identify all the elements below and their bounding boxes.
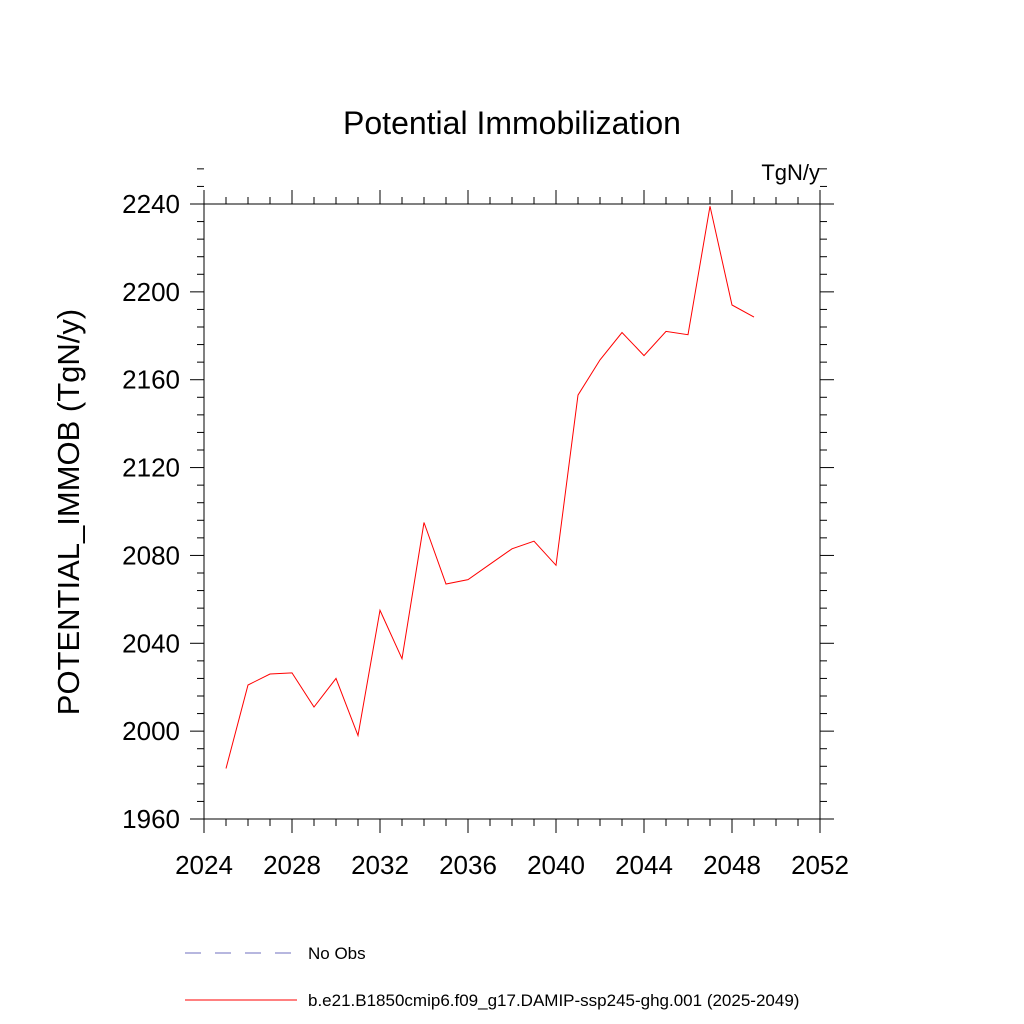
x-tick-label: 2024: [175, 850, 233, 880]
y-tick-label: 2000: [122, 716, 180, 746]
plot-frame: [203, 203, 821, 820]
x-tick-label: 2036: [439, 850, 497, 880]
axis-ticks: [190, 168, 834, 833]
y-tick-label: 2120: [122, 453, 180, 483]
series-line-1: [225, 206, 755, 769]
x-tick-label: 2048: [703, 850, 761, 880]
y-axis-label: POTENTIAL_IMMOB (TgN/y): [51, 309, 86, 715]
x-tick-label: 2044: [615, 850, 673, 880]
y-tick-label: 2200: [122, 277, 180, 307]
y-tick-label: 2040: [122, 628, 180, 658]
y-tick-label: 2240: [122, 189, 180, 219]
legend-label-no-obs: No Obs: [308, 944, 366, 963]
x-tick-label: 2028: [263, 850, 321, 880]
x-tick-label: 2040: [527, 850, 585, 880]
legend: No Obs b.e21.B1850cmip6.f09_g17.DAMIP-ss…: [185, 944, 799, 1010]
y-tick-label: 2160: [122, 365, 180, 395]
x-tick-label: 2052: [791, 850, 849, 880]
x-tick-label: 2032: [351, 850, 409, 880]
y-tick-label: 2080: [122, 540, 180, 570]
series-layer: [225, 206, 755, 769]
chart-title: Potential Immobilization: [343, 105, 681, 141]
y-tick-labels: 1960 2000 2040 2080 2120 2160 2200 2240: [122, 189, 180, 834]
x-tick-labels: 2024 2028 2032 2036 2040 2044 2048 2052: [175, 850, 849, 880]
units-label: TgN/y: [761, 160, 820, 185]
legend-label-model-run: b.e21.B1850cmip6.f09_g17.DAMIP-ssp245-gh…: [308, 991, 799, 1010]
y-tick-label: 1960: [122, 804, 180, 834]
